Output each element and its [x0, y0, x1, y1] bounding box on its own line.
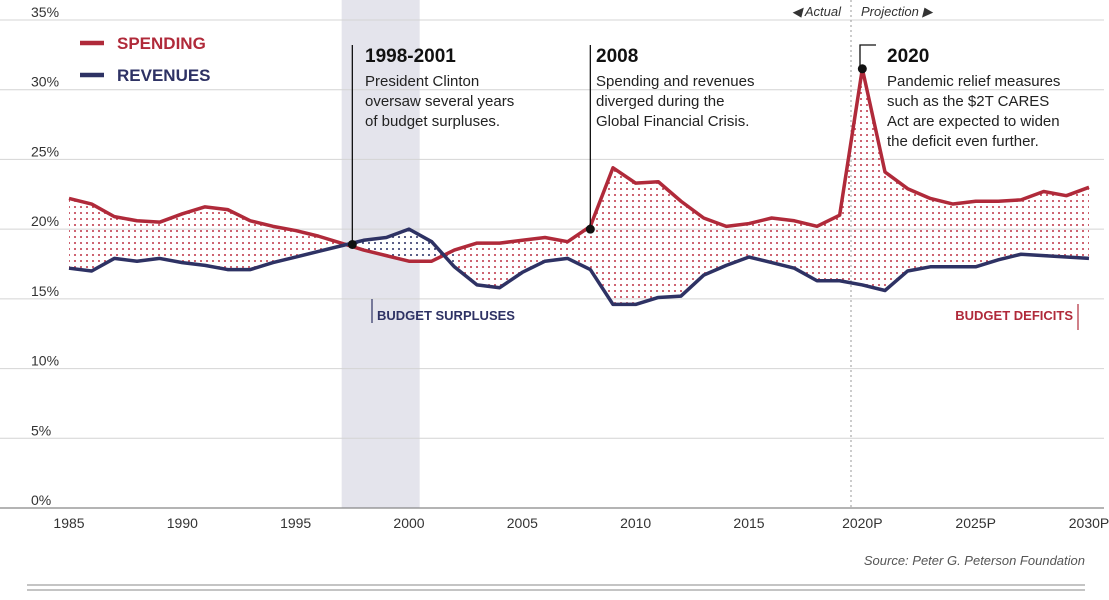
- legend-label: SPENDING: [117, 34, 206, 53]
- annotation-text: diverged during the: [596, 93, 724, 110]
- annotation-point: [585, 224, 595, 234]
- revenues-line: [68, 227, 1090, 307]
- annotation-text: Spending and revenues: [596, 73, 754, 90]
- annotation-text: Pandemic relief measures: [887, 73, 1060, 90]
- annotation-text: Act are expected to widen: [887, 113, 1060, 130]
- x-tick-label: 2010: [620, 515, 651, 531]
- y-tick-label: 0%: [31, 492, 51, 508]
- annotation-title: 1998-2001: [365, 46, 456, 67]
- y-tick-label: 5%: [31, 422, 51, 438]
- x-tick-label: 1995: [280, 515, 311, 531]
- annotation-text: President Clinton: [365, 73, 479, 90]
- deficit-fill: [69, 68, 1089, 305]
- budget-deficits-label: BUDGET DEFICITS: [955, 308, 1073, 323]
- x-tick-label: 2005: [507, 515, 538, 531]
- legend-label: REVENUES: [117, 66, 211, 85]
- annotation-text: the deficit even further.: [887, 133, 1039, 150]
- source-note: Source: Peter G. Peterson Foundation: [864, 553, 1085, 568]
- annotation-text: oversaw several years: [365, 93, 514, 110]
- y-tick-label: 20%: [31, 213, 59, 229]
- annotation-title: 2020: [887, 46, 929, 67]
- annotation-text: such as the $2T CARES: [887, 93, 1049, 110]
- annotation-text: of budget surpluses.: [365, 113, 500, 130]
- x-tick-label: 2000: [393, 515, 424, 531]
- x-tick-label: 2015: [733, 515, 764, 531]
- x-tick-label: 2030P: [1069, 515, 1109, 531]
- annotation-text: Global Financial Crisis.: [596, 113, 749, 130]
- annotation-point: [347, 239, 357, 249]
- actual-label: ◀ Actual: [792, 4, 842, 19]
- annotation-point: [857, 64, 867, 74]
- y-tick-label: 35%: [31, 4, 59, 20]
- x-tick-label: 1985: [53, 515, 84, 531]
- annotation-leader: [859, 44, 876, 69]
- x-tick-label: 2025P: [955, 515, 995, 531]
- y-tick-label: 15%: [31, 283, 59, 299]
- projection-label: Projection ▶: [861, 4, 933, 19]
- spending-line: [68, 67, 1090, 263]
- annotation-title: 2008: [596, 46, 638, 67]
- y-tick-label: 25%: [31, 143, 59, 159]
- budget-surpluses-label: BUDGET SURPLUSES: [377, 308, 515, 323]
- y-tick-label: 10%: [31, 353, 59, 369]
- x-tick-label: 2020P: [842, 515, 882, 531]
- y-tick-label: 30%: [31, 74, 59, 90]
- x-tick-label: 1990: [167, 515, 198, 531]
